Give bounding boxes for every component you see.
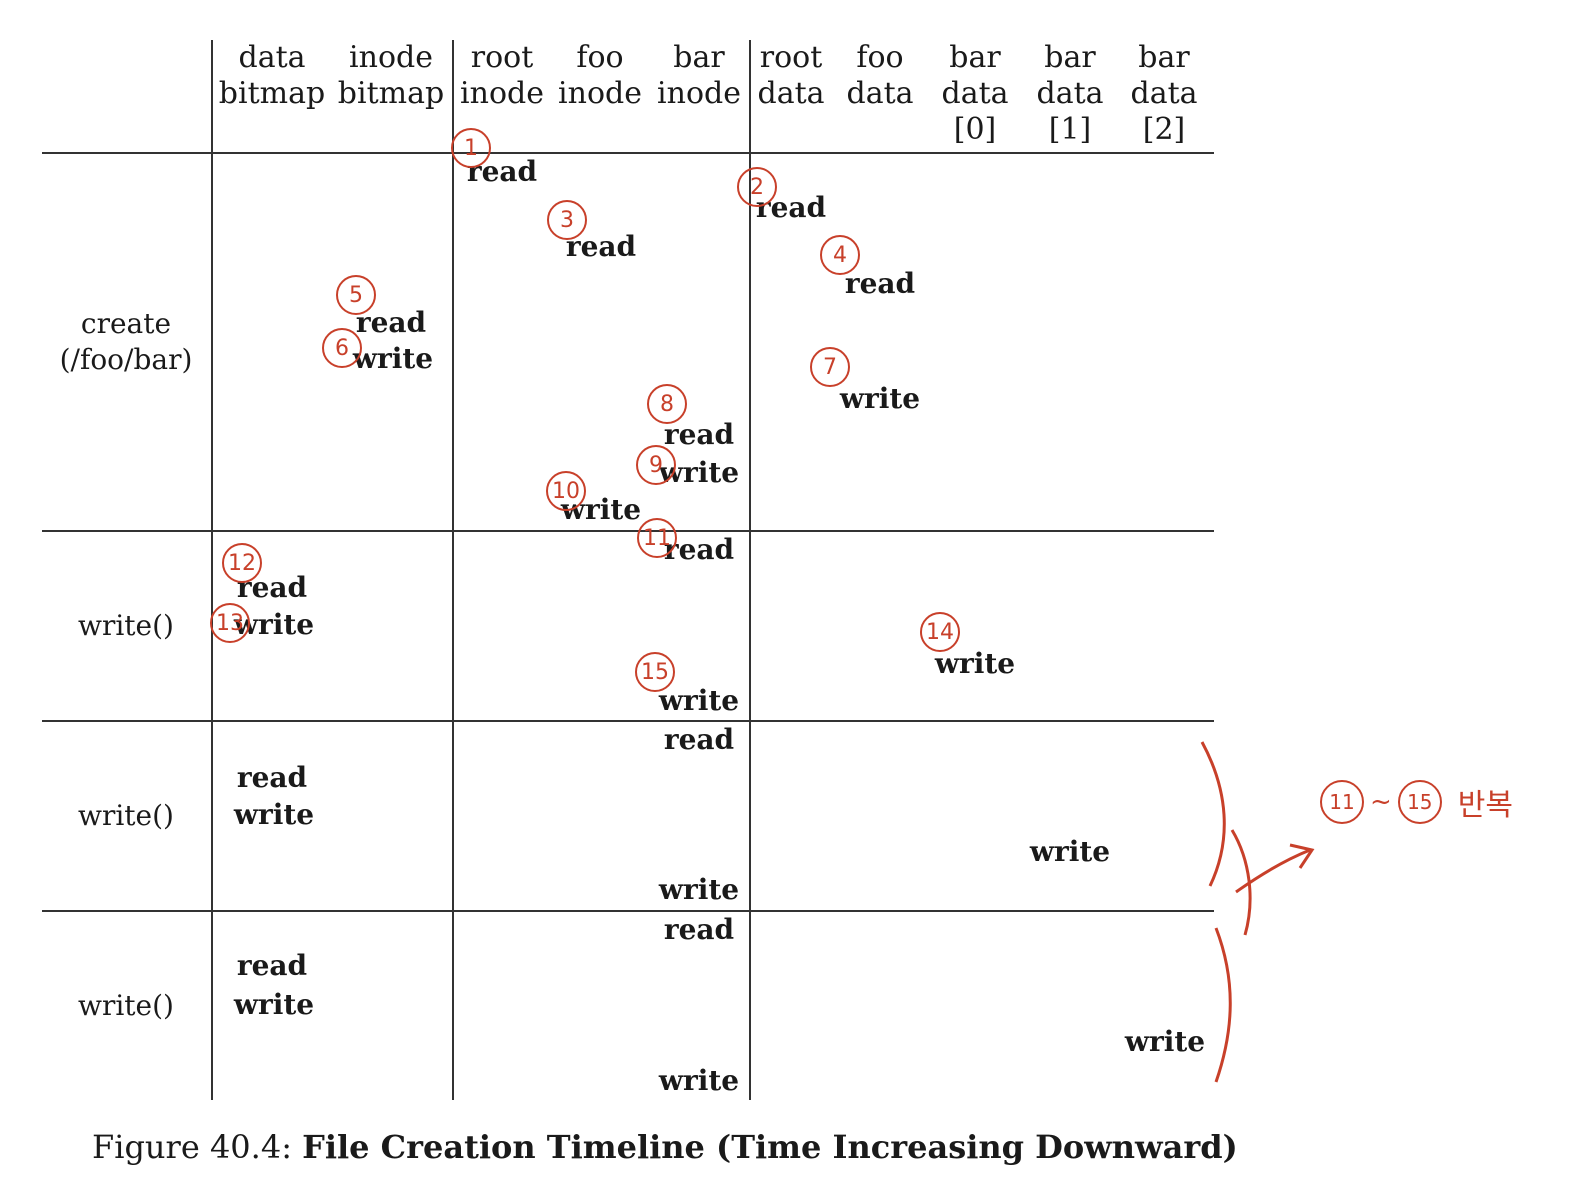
op-inode-bitmap-write: write	[352, 342, 434, 375]
row-label-write-1: write()	[78, 609, 174, 642]
col-header-root-inode: root inode	[460, 40, 544, 111]
row-divider	[42, 530, 1214, 532]
step-mark-2: 2	[737, 167, 777, 207]
figure-caption: Figure 40.4: File Creation Timeline (Tim…	[92, 1128, 1238, 1166]
row-label-write-3: write()	[78, 989, 174, 1022]
brace-lower	[1214, 927, 1232, 1083]
step-mark-15: 15	[635, 652, 675, 692]
col-header-bar-data-0: bar data [0]	[941, 40, 1009, 147]
col-header-root-data: root data	[757, 40, 825, 111]
step-mark-9: 9	[636, 445, 676, 485]
col-header-foo-data: foo data	[846, 40, 914, 111]
step-mark-13: 13	[210, 603, 250, 643]
op-bar-data-0-write: write	[934, 647, 1016, 680]
step-mark-14: 14	[920, 612, 960, 652]
caption-title: File Creation Timeline (Time Increasing …	[302, 1128, 1238, 1166]
header-divider	[42, 152, 1214, 154]
step-mark-8: 8	[647, 384, 687, 424]
row-label-create: create (/foo/bar)	[59, 307, 193, 376]
note-text: 반복	[1457, 788, 1513, 823]
step-mark-5: 5	[336, 275, 376, 315]
col-divider	[211, 40, 213, 1100]
op-data-bitmap-write: write	[233, 798, 315, 831]
step-mark-7: 7	[810, 347, 850, 387]
op-bar-data-1-write: write	[1029, 835, 1111, 868]
op-bar-inode-read: read	[663, 913, 735, 946]
step-mark-6: 6	[322, 328, 362, 368]
op-data-bitmap-write: write	[233, 988, 315, 1021]
op-data-bitmap-read: read	[236, 949, 308, 982]
op-bar-inode-write: write	[658, 684, 740, 717]
col-header-data-bitmap: data bitmap	[218, 40, 326, 111]
op-bar-data-2-write: write	[1124, 1025, 1206, 1058]
row-divider	[42, 910, 1214, 912]
step-mark-4: 4	[820, 235, 860, 275]
op-foo-data-write: write	[839, 382, 921, 415]
row-label-write-2: write()	[78, 799, 174, 832]
op-bar-inode-read: read	[663, 723, 735, 756]
caption-prefix: Figure 40.4:	[92, 1128, 303, 1166]
op-foo-data-read: read	[844, 267, 916, 300]
col-divider	[749, 40, 751, 1100]
col-header-bar-data-2: bar data [2]	[1130, 40, 1198, 147]
col-header-inode-bitmap: inode bitmap	[337, 40, 445, 111]
step-mark-11: 11	[637, 518, 677, 558]
note-end-mark: 15	[1397, 780, 1442, 824]
arrow-line	[1235, 848, 1311, 894]
step-mark-1: 1	[451, 128, 491, 168]
op-data-bitmap-read: read	[236, 761, 308, 794]
arrow-head	[1289, 843, 1315, 869]
op-inode-bitmap-read: read	[355, 306, 427, 339]
note-start-mark: 11	[1320, 780, 1364, 824]
step-mark-3: 3	[547, 200, 587, 240]
repeat-note: 11 ~ 15 반복	[1320, 780, 1513, 824]
step-mark-10: 10	[546, 471, 586, 511]
op-bar-inode-write: write	[658, 1064, 740, 1097]
col-header-bar-data-1: bar data [1]	[1036, 40, 1104, 147]
col-header-foo-inode: foo inode	[558, 40, 642, 111]
col-header-bar-inode: bar inode	[657, 40, 741, 111]
op-bar-inode-read: read	[663, 418, 735, 451]
step-mark-12: 12	[222, 543, 262, 583]
op-bar-inode-write: write	[658, 873, 740, 906]
note-tilde: ~	[1370, 787, 1392, 817]
row-divider	[42, 720, 1214, 722]
brace-upper	[1200, 741, 1226, 887]
brace-tick	[1230, 829, 1252, 936]
col-divider	[452, 40, 454, 1100]
